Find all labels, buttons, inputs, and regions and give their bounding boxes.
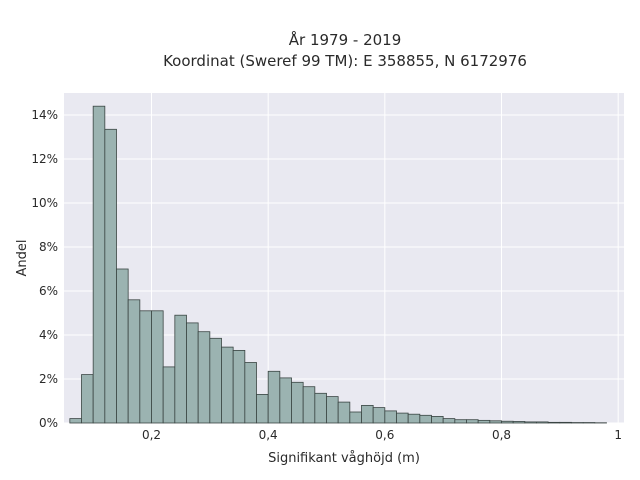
x-tick-label: 0,4 [259,428,278,442]
chart-title-line2: Koordinat (Sweref 99 TM): E 358855, N 61… [163,52,527,70]
histogram-bar [197,331,211,424]
histogram-bar [431,415,444,424]
histogram-bar [232,349,246,424]
histogram-bar [396,412,409,424]
histogram-bar [256,393,269,424]
histogram-bar [337,401,351,424]
histogram-bars [69,105,607,424]
histogram-bar [349,411,362,424]
histogram-bar [267,370,281,424]
x-tick-label: 0,8 [492,428,511,442]
histogram-bar [326,396,339,424]
chart-title-line1: År 1979 - 2019 [289,30,402,49]
histogram-bar [314,392,327,424]
histogram-bar [477,419,491,424]
x-tick-label: 0,2 [142,428,161,442]
histogram-bar [419,414,432,424]
x-axis-label: Signifikant våghöjd (m) [268,451,420,466]
histogram-bar [536,421,549,424]
y-tick-label: 8% [39,240,58,254]
histogram-bar [116,268,129,424]
y-tick-label: 0% [39,416,58,430]
y-tick-label: 14% [31,108,58,122]
histogram-bar [221,346,234,424]
histogram-bar [454,419,467,424]
y-tick-label: 10% [31,196,58,210]
histogram-bar [81,374,94,424]
histogram-bar [501,420,514,424]
histogram-bar [372,407,386,424]
x-tick-label: 1 [614,428,622,442]
y-tick-label: 4% [39,328,58,342]
histogram-bar [279,377,292,424]
histogram-bar [547,421,561,424]
histogram-bar [92,105,106,424]
histogram-bar [489,420,502,424]
histogram-bar [512,421,526,424]
histogram-bar [162,366,176,424]
histogram-bar [127,299,141,424]
histogram-bar [302,386,316,424]
histogram-bar [69,418,82,424]
histogram-bar [407,413,421,424]
histogram-bar [209,337,222,424]
histogram-bar [559,421,572,424]
histogram-bar [442,418,456,424]
histogram-bar [466,419,479,424]
histogram-bar [139,310,152,424]
histogram-bar [384,410,397,424]
x-tick-label: 0,6 [375,428,394,442]
histogram-bar [524,421,537,424]
histogram-bar [151,310,164,424]
y-tick-label: 12% [31,152,58,166]
histogram-bar [186,322,199,424]
y-tick-label: 6% [39,284,58,298]
histogram-bar [104,128,117,424]
x-tick-labels: 0,2 0,4 0,6 0,8 1 [142,428,622,442]
y-tick-label: 2% [39,372,58,386]
y-axis-label: Andel [15,240,30,277]
histogram-bar [244,362,257,424]
y-tick-labels: 0% 2% 4% 6% 8% 10% 12% 14% [31,108,58,430]
histogram-bar [291,381,304,424]
histogram-bar [361,404,374,424]
histogram-bar [174,314,187,424]
